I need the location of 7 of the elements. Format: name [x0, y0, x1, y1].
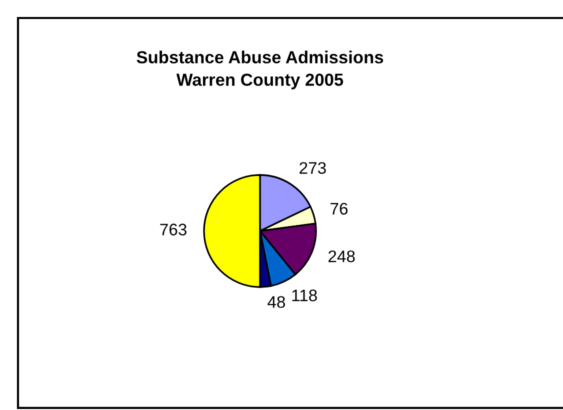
data-label: 76 [330, 202, 348, 215]
chart-title: Substance Abuse Admissions Warren County 2005 [136, 50, 384, 90]
data-label: 273 [300, 162, 326, 174]
data-label: 118 [292, 290, 317, 302]
data-label: 48 [268, 296, 285, 308]
data-label: 763 [160, 224, 186, 236]
data-label: 248 [328, 250, 355, 262]
